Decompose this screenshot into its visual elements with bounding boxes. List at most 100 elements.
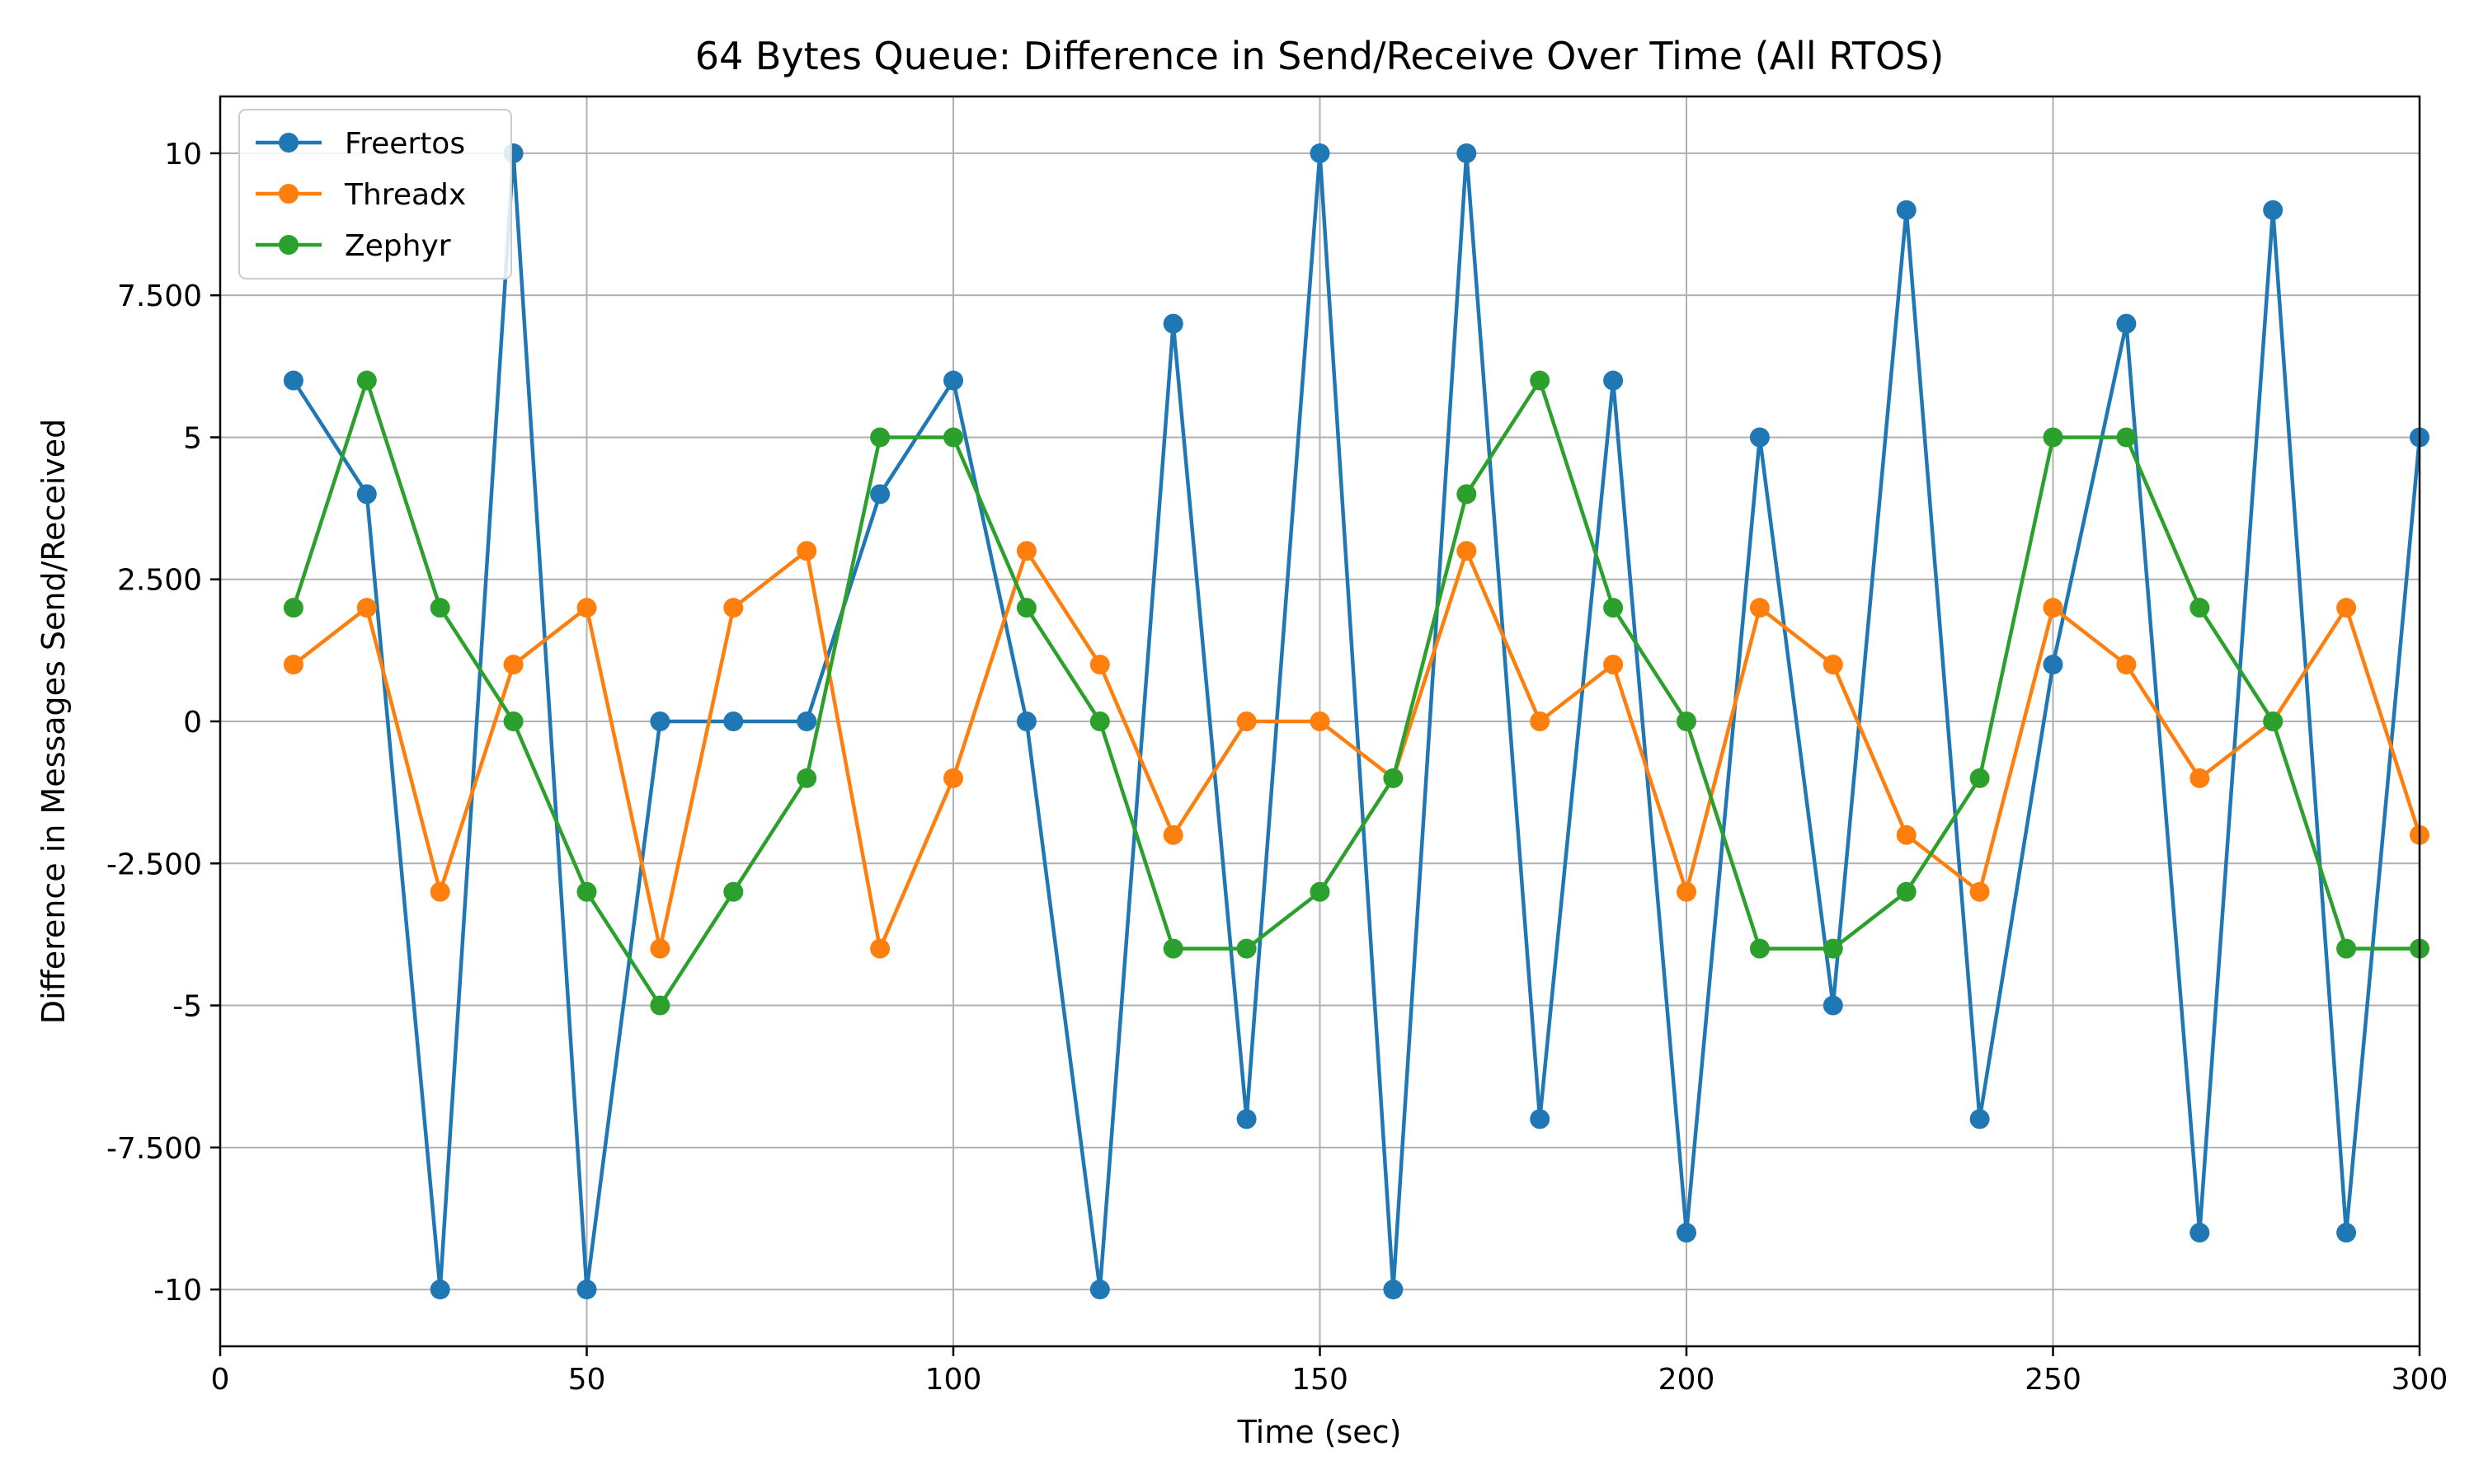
legend-label: Freertos	[345, 127, 465, 161]
data-point-threadx	[430, 881, 450, 902]
data-point-freertos	[1089, 1280, 1110, 1300]
series-line-zephyr	[291, 378, 2420, 1007]
data-point-freertos	[2263, 200, 2284, 220]
legend-box	[238, 109, 512, 279]
data-point-threadx	[1163, 824, 1183, 845]
data-point-zephyr	[650, 995, 670, 1016]
data-point-zephyr	[1163, 938, 1183, 959]
data-point-threadx	[1456, 541, 1477, 561]
data-point-threadx	[1896, 824, 1917, 845]
data-point-zephyr	[1969, 768, 1990, 788]
data-point-freertos	[1236, 1109, 1257, 1129]
data-point-freertos	[1530, 1109, 1550, 1129]
series-freertos	[283, 143, 2429, 1300]
data-point-zephyr	[1749, 938, 1770, 959]
data-point-threadx	[1236, 711, 1257, 731]
data-point-freertos	[2336, 1223, 2357, 1243]
data-point-zephyr	[1896, 881, 1917, 902]
legend-swatch-marker	[279, 133, 299, 153]
data-point-freertos	[1163, 313, 1183, 334]
data-point-freertos	[2116, 313, 2137, 334]
data-point-freertos	[2043, 655, 2063, 675]
data-point-threadx	[283, 655, 303, 675]
data-point-threadx	[1823, 655, 1843, 675]
data-point-freertos	[1383, 1280, 1404, 1300]
series-line-freertos	[292, 151, 2422, 1292]
y-tick-label: -10	[153, 1274, 202, 1308]
data-point-threadx	[576, 598, 597, 618]
data-point-freertos	[870, 484, 891, 505]
y-tick-label: 5	[183, 421, 202, 455]
data-point-freertos	[1016, 711, 1037, 731]
data-point-zephyr	[1236, 938, 1257, 959]
data-point-threadx	[943, 768, 963, 788]
data-point-freertos	[943, 370, 963, 391]
x-tick-label: 200	[1658, 1363, 1715, 1397]
data-point-threadx	[2189, 768, 2210, 788]
y-tick-label: 10	[164, 138, 202, 171]
y-tick-label: -5	[172, 990, 202, 1024]
data-point-zephyr	[1823, 938, 1843, 959]
legend-item-threadx: Threadx	[256, 178, 466, 212]
data-point-threadx	[797, 541, 817, 561]
data-point-zephyr	[356, 370, 377, 391]
data-point-zephyr	[870, 427, 891, 448]
data-point-threadx	[1603, 655, 1624, 675]
data-point-threadx	[723, 598, 744, 618]
data-point-zephyr	[1530, 370, 1550, 391]
data-point-zephyr	[943, 427, 963, 448]
y-tick-label: 2.500	[117, 564, 202, 598]
data-point-zephyr	[1456, 484, 1477, 505]
data-point-zephyr	[1383, 768, 1404, 788]
data-point-threadx	[870, 938, 891, 959]
data-point-zephyr	[576, 881, 597, 902]
data-point-zephyr	[2116, 427, 2137, 448]
data-point-freertos	[1896, 200, 1917, 220]
x-tick-label: 50	[568, 1363, 606, 1397]
legend-swatch-marker	[279, 235, 299, 255]
data-point-freertos	[2189, 1223, 2210, 1243]
data-point-freertos	[1823, 995, 1843, 1016]
data-point-zephyr	[797, 768, 817, 788]
data-point-threadx	[1089, 655, 1110, 675]
data-point-zephyr	[2336, 938, 2357, 959]
y-tick-label: -2.500	[106, 848, 202, 881]
data-point-freertos	[576, 1280, 597, 1300]
data-point-zephyr	[2263, 711, 2284, 731]
data-point-freertos	[1677, 1223, 1696, 1243]
data-point-threadx	[2336, 598, 2357, 618]
data-point-threadx	[2043, 598, 2063, 618]
data-point-zephyr	[503, 711, 524, 731]
y-tick-label: 0	[183, 706, 202, 740]
legend-label: Threadx	[344, 178, 466, 212]
data-point-threadx	[1310, 711, 1330, 731]
data-point-threadx	[1016, 541, 1037, 561]
x-tick-label: 300	[2392, 1363, 2448, 1397]
data-point-freertos	[1749, 427, 1770, 448]
series-zephyr	[283, 370, 2429, 1016]
data-point-freertos	[283, 370, 303, 391]
data-point-zephyr	[1089, 711, 1110, 731]
data-point-zephyr	[723, 881, 744, 902]
data-point-zephyr	[430, 598, 450, 618]
data-point-threadx	[1969, 881, 1990, 902]
data-point-threadx	[650, 938, 670, 959]
x-tick-label: 0	[211, 1363, 230, 1397]
data-point-threadx	[1677, 881, 1696, 902]
y-tick-label: 7.500	[117, 279, 202, 313]
data-point-zephyr	[2189, 598, 2210, 618]
x-axis-label: Time (sec)	[1237, 1414, 1402, 1450]
y-tick-label: -7.500	[106, 1132, 202, 1166]
legend-item-zephyr: Zephyr	[256, 229, 451, 263]
data-point-zephyr	[1603, 598, 1624, 618]
data-point-freertos	[1969, 1109, 1990, 1129]
data-point-freertos	[356, 484, 377, 505]
x-tick-label: 250	[2025, 1363, 2081, 1397]
data-point-freertos	[430, 1280, 450, 1300]
data-point-threadx	[1749, 598, 1770, 618]
data-point-freertos	[723, 711, 744, 731]
legend: Freertos Threadx Zephyr	[238, 109, 512, 279]
x-tick-label: 150	[1291, 1363, 1348, 1397]
data-point-freertos	[650, 711, 670, 731]
